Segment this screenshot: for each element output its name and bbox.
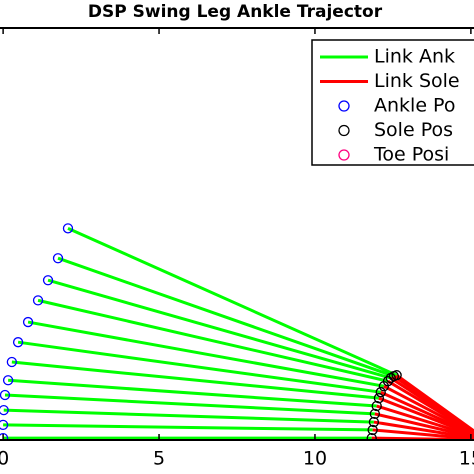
- point-marker: [0, 419, 9, 431]
- x-tick-label: 5: [153, 448, 165, 470]
- legend-label: Ankle Po: [374, 95, 455, 117]
- point-marker: [22, 316, 34, 328]
- link-line: [3, 408, 374, 424]
- point-marker: [42, 275, 54, 286]
- x-tick-label: 15: [459, 448, 474, 470]
- point-marker: [6, 356, 18, 368]
- point-marker: [0, 432, 9, 441]
- link-line: [27, 320, 385, 388]
- point-marker: [0, 404, 9, 416]
- point-marker: [0, 389, 11, 401]
- point-marker: [2, 375, 14, 386]
- legend-label: Link Ank: [374, 46, 455, 68]
- plot-area: [0, 223, 474, 441]
- link-line: [17, 340, 381, 394]
- legend-swatch: [338, 124, 350, 137]
- x-tick-label: 0: [0, 448, 9, 470]
- legend-swatch: [338, 100, 350, 112]
- point-marker: [371, 400, 382, 412]
- axes: 0 5 10 15: [0, 27, 474, 470]
- legend-label: Toe Posi: [373, 144, 449, 166]
- point-marker: [373, 393, 385, 404]
- link-line: [395, 373, 474, 433]
- x-tick-label: 10: [303, 448, 327, 470]
- point-marker: [385, 372, 396, 384]
- legend-label: Sole Pos: [374, 119, 453, 141]
- link-line: [8, 378, 377, 408]
- point-marker: [366, 432, 377, 441]
- link-line: [37, 298, 389, 383]
- point-marker: [367, 424, 378, 436]
- point-marker: [368, 416, 380, 428]
- legend-box: [311, 39, 474, 166]
- point-marker: [382, 376, 394, 387]
- link-line: [3, 423, 373, 432]
- legend-swatch: [338, 149, 350, 161]
- link-line: [4, 393, 375, 416]
- link-line: [47, 278, 392, 380]
- legend-label: Link Sole: [374, 70, 460, 92]
- point-marker: [375, 387, 386, 398]
- link-line: [57, 256, 395, 378]
- point-marker: [32, 295, 44, 306]
- chart-title: DSP Swing Leg Ankle Trajector: [88, 2, 383, 22]
- point-marker: [369, 408, 380, 420]
- link-line: [67, 226, 398, 377]
- point-marker: [12, 337, 24, 348]
- point-marker: [52, 253, 64, 264]
- link-line: [11, 360, 380, 400]
- point-marker: [62, 223, 74, 234]
- point-marker: [391, 370, 402, 381]
